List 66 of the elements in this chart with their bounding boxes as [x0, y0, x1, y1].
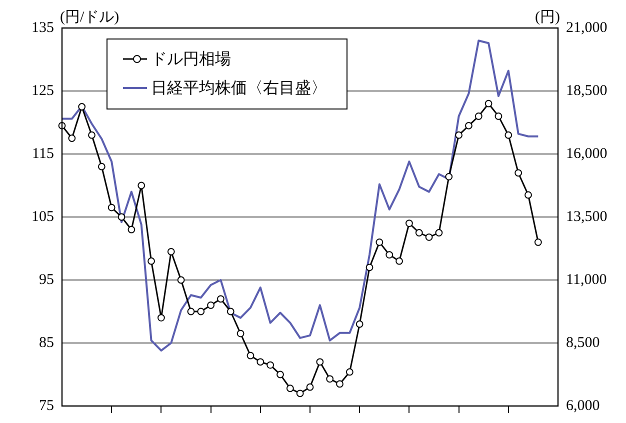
point: [534, 238, 542, 246]
point: [336, 380, 344, 388]
point: [187, 308, 195, 316]
point: [366, 264, 374, 272]
y2-axis-title: (円): [535, 9, 560, 26]
y-tick-label: 85: [39, 334, 54, 351]
point: [484, 100, 492, 108]
point: [356, 320, 364, 328]
y2-tick-label: 11,000: [566, 272, 607, 288]
point: [138, 182, 146, 190]
y-tick-label: 95: [39, 272, 54, 288]
point: [246, 352, 254, 360]
point: [177, 276, 185, 284]
legend-label: 日経平均株価〈右目盛〉: [151, 79, 327, 98]
point: [286, 384, 294, 392]
point: [474, 112, 482, 120]
point: [207, 302, 214, 309]
point: [415, 229, 423, 236]
point: [118, 213, 126, 221]
point: [296, 390, 304, 398]
point: [68, 134, 76, 142]
point: [167, 248, 175, 256]
point: [98, 162, 106, 170]
legend-label: ドル円相場: [151, 50, 231, 68]
point: [128, 226, 136, 234]
y2-tick-label: 13,500: [566, 208, 608, 225]
y-tick-label: 135: [32, 20, 54, 36]
point: [386, 251, 394, 258]
point: [266, 361, 274, 369]
point: [504, 131, 512, 139]
point: [445, 172, 453, 180]
y2-tick-label: 21,000: [566, 20, 608, 36]
point: [158, 314, 165, 322]
point: [514, 169, 522, 177]
y-axis-title: (円/ドル): [60, 9, 120, 26]
point: [455, 131, 462, 139]
y2-tick-label: 16,000: [566, 146, 608, 162]
point: [346, 368, 354, 376]
point: [88, 131, 96, 139]
point: [78, 103, 86, 110]
point: [276, 370, 284, 378]
point: [406, 220, 413, 227]
y2-tick-label: 6,000: [566, 398, 600, 414]
point: [148, 257, 155, 265]
point: [435, 229, 443, 236]
point: [396, 257, 403, 265]
y-tick-label: 115: [32, 146, 54, 162]
point: [236, 330, 244, 338]
y-tick-label: 75: [39, 398, 54, 414]
point: [326, 375, 334, 383]
point: [256, 358, 264, 366]
point: [465, 122, 472, 130]
y2-tick-label: 8,500: [566, 334, 600, 351]
point: [306, 383, 314, 391]
point: [494, 112, 502, 120]
y-tick-label: 125: [32, 82, 54, 99]
point: [108, 204, 116, 212]
point: [197, 308, 205, 316]
y2-tick-label: 18,500: [566, 82, 608, 99]
point: [524, 191, 532, 199]
point: [376, 238, 384, 246]
point: [226, 308, 234, 316]
y-tick-label: 105: [32, 208, 54, 225]
point: [217, 295, 224, 303]
point: [316, 358, 324, 366]
point: [425, 233, 433, 241]
